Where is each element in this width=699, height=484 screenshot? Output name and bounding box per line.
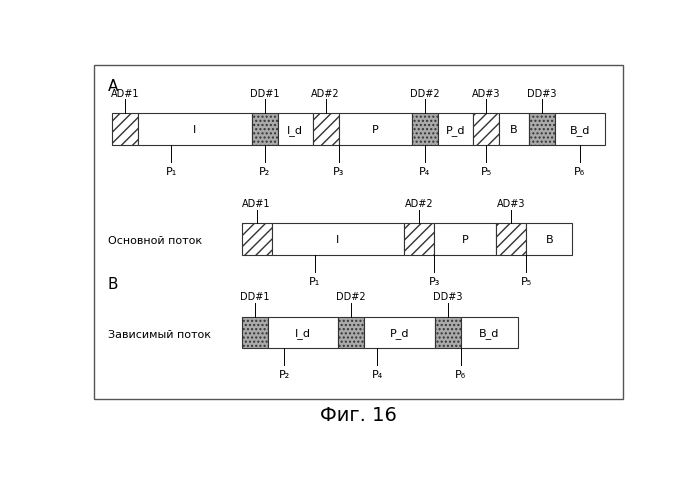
Text: DD#1: DD#1: [240, 291, 270, 302]
Text: P₂: P₂: [278, 369, 289, 379]
Bar: [526, 224, 572, 256]
Bar: [529, 114, 555, 146]
Text: P₄: P₄: [372, 369, 383, 379]
Text: DD#2: DD#2: [410, 89, 440, 98]
Text: P₅: P₅: [521, 276, 532, 286]
Text: AD#3: AD#3: [497, 198, 526, 208]
Text: P₅: P₅: [480, 166, 491, 176]
Text: DD#1: DD#1: [250, 89, 280, 98]
Text: AD#3: AD#3: [472, 89, 500, 98]
Bar: [312, 114, 339, 146]
Bar: [434, 224, 496, 256]
Text: P₃: P₃: [428, 276, 440, 286]
Text: DD#3: DD#3: [527, 89, 556, 98]
Text: P: P: [462, 235, 468, 245]
Text: P₃: P₃: [333, 166, 345, 176]
Bar: [499, 114, 529, 146]
Bar: [271, 224, 404, 256]
Text: P₆: P₆: [575, 166, 585, 176]
Text: DD#2: DD#2: [336, 291, 366, 302]
Text: P_d: P_d: [446, 124, 466, 135]
Text: B_d: B_d: [479, 328, 500, 338]
Text: P₁: P₁: [166, 166, 177, 176]
Text: P: P: [372, 125, 379, 135]
Bar: [112, 114, 138, 146]
Text: AD#1: AD#1: [243, 198, 271, 208]
Text: A: A: [108, 78, 118, 93]
Text: P_d: P_d: [389, 328, 409, 338]
Bar: [138, 114, 252, 146]
Bar: [438, 114, 473, 146]
Bar: [339, 114, 412, 146]
Bar: [404, 224, 434, 256]
Text: B: B: [108, 276, 118, 291]
Text: Фиг. 16: Фиг. 16: [320, 406, 396, 424]
Text: Зависимый поток: Зависимый поток: [108, 329, 211, 339]
Bar: [242, 224, 271, 256]
Bar: [242, 317, 268, 349]
Text: Основной поток: Основной поток: [108, 236, 202, 246]
Text: P₂: P₂: [259, 166, 270, 176]
Text: B_d: B_d: [570, 124, 590, 135]
Bar: [338, 317, 364, 349]
Text: B: B: [510, 125, 518, 135]
Bar: [555, 114, 605, 146]
Bar: [268, 317, 338, 349]
Text: AD#2: AD#2: [312, 89, 340, 98]
Text: P₁: P₁: [309, 276, 321, 286]
Text: B: B: [545, 235, 553, 245]
Bar: [412, 114, 438, 146]
Text: AD#2: AD#2: [405, 198, 433, 208]
Text: AD#1: AD#1: [110, 89, 139, 98]
Bar: [496, 224, 526, 256]
Bar: [461, 317, 518, 349]
Bar: [94, 65, 623, 399]
Text: I_d: I_d: [295, 328, 311, 338]
Bar: [278, 114, 312, 146]
Bar: [435, 317, 461, 349]
Text: P₆: P₆: [455, 369, 466, 379]
Text: I: I: [336, 235, 340, 245]
Text: DD#3: DD#3: [433, 291, 462, 302]
Text: I: I: [193, 125, 196, 135]
Bar: [252, 114, 278, 146]
Text: I_d: I_d: [287, 124, 303, 135]
Bar: [364, 317, 435, 349]
Bar: [473, 114, 499, 146]
Text: P₄: P₄: [419, 166, 431, 176]
